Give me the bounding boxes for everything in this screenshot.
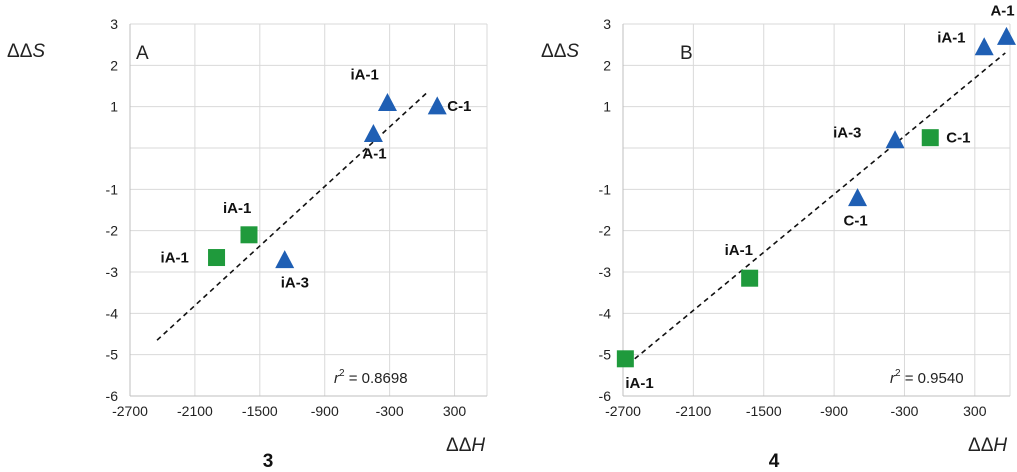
point-label: iA-1 — [223, 200, 251, 217]
y-tick-label: -4 — [599, 305, 612, 321]
x-tick-label: -2700 — [605, 403, 641, 419]
triangle-point — [974, 37, 994, 56]
point-label: A-1 — [362, 146, 386, 163]
y-tick-label: -3 — [106, 264, 119, 280]
y-tick-label: -5 — [599, 347, 612, 363]
x-tick-label: 300 — [443, 403, 467, 419]
point-label: iA-3 — [833, 125, 861, 142]
x-tick-label: -2700 — [112, 403, 148, 419]
square-point — [921, 129, 939, 147]
point-label: iA-1 — [161, 250, 189, 267]
triangle-point — [885, 130, 905, 149]
y-tick-label: -2 — [106, 223, 119, 239]
y-tick-label: -1 — [106, 181, 119, 197]
point-label: C-1 — [447, 98, 471, 115]
panel-label: A — [136, 43, 149, 64]
x-tick-label: -900 — [820, 403, 848, 419]
point-label: iA-1 — [937, 30, 965, 47]
triangle-point — [377, 93, 397, 112]
x-tick-label: -300 — [376, 403, 404, 419]
y-tick-label: -6 — [599, 388, 612, 404]
r-squared-label: r2 = 0.9540 — [890, 368, 964, 387]
square-point — [240, 226, 258, 244]
chart-panel-2: 3 2 1 -1 -2 -3 -4 -5 -6-2700 -2100 -1500 -900 -300 30… — [541, 2, 1016, 472]
point-label: iA-1 — [350, 67, 378, 84]
square-point — [741, 269, 759, 287]
point-label: C-1 — [844, 213, 868, 230]
point-label: A-1 — [990, 2, 1014, 19]
panel-label: B — [680, 43, 693, 64]
x-tick-label: -1500 — [242, 403, 278, 419]
triangle-point — [427, 96, 447, 115]
y-tick-label: 3 — [603, 16, 611, 32]
y-tick-label: 3 — [110, 16, 118, 32]
point-label: C-1 — [946, 130, 970, 147]
x-tick-label: -1500 — [746, 403, 782, 419]
y-tick-label: 2 — [110, 57, 118, 73]
square-point — [208, 249, 226, 267]
y-tick-label: -6 — [106, 388, 119, 404]
point-label: iA-1 — [625, 375, 653, 392]
y-tick-label: -4 — [106, 305, 119, 321]
y-tick-label: -1 — [599, 181, 612, 197]
y-tick-label: -3 — [599, 264, 612, 280]
triangle-point — [996, 26, 1016, 45]
trendline — [634, 52, 1006, 360]
y-axis-label: ΔΔS — [7, 41, 45, 62]
x-axis-label: ΔΔH — [968, 435, 1007, 456]
x-tick-label: -300 — [890, 403, 918, 419]
x-tick-label: -2100 — [177, 403, 213, 419]
y-tick-label: 2 — [603, 57, 611, 73]
compound-number-label: 3 — [263, 451, 274, 472]
y-axis-label: ΔΔS — [541, 41, 579, 62]
r-squared-label: r2 = 0.8698 — [334, 368, 408, 387]
x-tick-label: -2100 — [675, 403, 711, 419]
y-tick-label: 1 — [110, 99, 118, 115]
square-point — [616, 350, 634, 368]
compound-number-label: 4 — [769, 451, 780, 472]
chart-panel-1: 3 2 1 -1 -2 -3 -4 -5 -6-2700 -2100 -1500 -900 -300 30… — [7, 16, 488, 472]
x-tick-label: -900 — [311, 403, 339, 419]
triangle-point — [848, 188, 868, 207]
point-label: iA-1 — [725, 242, 753, 259]
y-tick-label: -2 — [599, 223, 612, 239]
x-axis-label: ΔΔH — [446, 435, 485, 456]
y-tick-label: -5 — [106, 347, 119, 363]
x-tick-label: 300 — [963, 403, 987, 419]
triangle-point — [275, 250, 295, 269]
point-label: iA-3 — [281, 275, 309, 292]
trendline — [156, 91, 429, 341]
y-tick-label: 1 — [603, 99, 611, 115]
triangle-point — [363, 124, 383, 143]
